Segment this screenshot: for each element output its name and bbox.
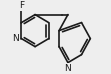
Text: F: F (19, 1, 24, 10)
Text: N: N (64, 64, 71, 73)
Text: N: N (12, 34, 19, 43)
